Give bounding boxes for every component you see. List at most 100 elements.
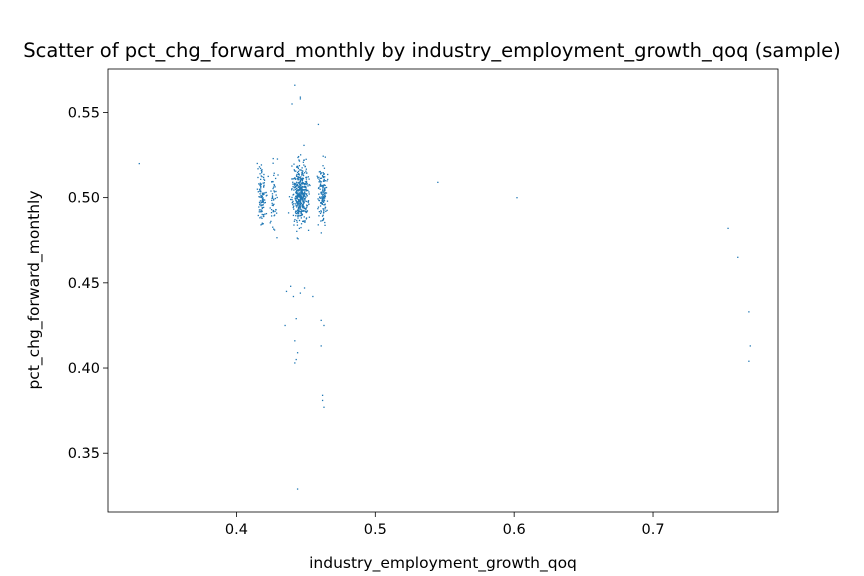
data-point <box>267 175 269 178</box>
data-point <box>298 164 301 167</box>
data-point <box>324 208 326 210</box>
data-point <box>260 195 262 197</box>
data-point <box>322 155 324 157</box>
data-point <box>299 180 301 182</box>
data-point <box>298 174 300 176</box>
data-point <box>301 197 304 199</box>
data-point <box>323 178 325 181</box>
data-point <box>291 189 293 191</box>
data-point <box>323 173 325 175</box>
data-point <box>298 185 300 188</box>
data-point <box>437 181 439 184</box>
data-point <box>296 221 298 223</box>
data-point <box>261 213 263 216</box>
data-point <box>319 179 321 182</box>
data-point <box>298 159 300 161</box>
data-point <box>262 176 265 179</box>
data-point <box>297 195 300 197</box>
data-point <box>293 220 296 222</box>
data-point <box>300 192 302 195</box>
data-point <box>323 406 325 408</box>
data-point <box>293 187 295 189</box>
data-point <box>320 220 322 222</box>
data-point <box>261 206 263 209</box>
data-point <box>300 186 303 189</box>
data-point <box>296 195 298 197</box>
data-point <box>301 170 303 172</box>
data-point <box>307 229 310 231</box>
data-point <box>295 170 297 172</box>
data-point <box>303 216 305 218</box>
data-point <box>273 215 275 217</box>
data-point <box>298 201 300 203</box>
data-point <box>306 176 308 178</box>
data-point <box>270 215 273 217</box>
data-point <box>264 213 266 215</box>
data-point <box>293 208 295 210</box>
data-point <box>298 182 300 185</box>
data-point <box>305 190 307 192</box>
data-point <box>262 204 264 206</box>
data-point <box>297 212 300 215</box>
data-point <box>273 228 275 230</box>
data-point <box>298 176 301 179</box>
data-point <box>270 209 273 211</box>
data-point <box>324 224 326 226</box>
data-point <box>291 196 293 199</box>
data-point <box>298 203 300 205</box>
data-point <box>299 193 301 196</box>
data-point <box>258 201 261 204</box>
data-point <box>320 191 322 193</box>
data-point <box>301 171 303 174</box>
data-point <box>301 183 304 185</box>
data-point <box>324 203 326 205</box>
data-point <box>291 187 293 190</box>
data-point <box>260 186 262 188</box>
data-point <box>299 201 301 203</box>
data-point <box>271 202 273 205</box>
data-point <box>263 185 265 187</box>
data-point <box>323 184 325 186</box>
data-point <box>322 165 324 167</box>
data-point <box>297 178 299 180</box>
data-point <box>305 178 308 180</box>
data-point <box>257 168 259 170</box>
data-point <box>304 200 306 202</box>
data-point <box>303 194 306 196</box>
data-point <box>323 200 326 202</box>
data-point <box>300 215 302 217</box>
data-point <box>261 204 264 206</box>
data-point <box>323 187 326 190</box>
data-point <box>298 210 300 212</box>
data-point <box>303 209 305 212</box>
data-point <box>322 171 324 174</box>
data-point <box>299 200 301 202</box>
data-point <box>258 188 261 190</box>
data-point <box>301 189 303 191</box>
data-point <box>306 204 309 207</box>
data-point <box>300 182 303 184</box>
data-point <box>292 181 294 183</box>
data-point <box>295 212 297 215</box>
data-point <box>271 193 274 195</box>
data-point <box>304 208 307 210</box>
data-point <box>265 212 268 215</box>
data-point <box>260 164 263 166</box>
data-point <box>323 192 325 194</box>
data-point <box>272 181 274 183</box>
data-point <box>304 192 306 195</box>
data-point <box>297 176 299 179</box>
data-point <box>270 211 273 214</box>
data-point <box>319 184 322 186</box>
data-point <box>516 197 518 199</box>
data-point <box>318 178 320 180</box>
data-point <box>296 202 299 204</box>
y-tick-label: 0.40 <box>68 361 100 377</box>
data-point <box>257 214 259 217</box>
data-point <box>296 219 298 222</box>
data-point <box>319 197 321 199</box>
data-point <box>300 223 303 225</box>
data-point <box>261 169 263 171</box>
data-point <box>322 201 325 203</box>
data-point <box>275 208 277 211</box>
